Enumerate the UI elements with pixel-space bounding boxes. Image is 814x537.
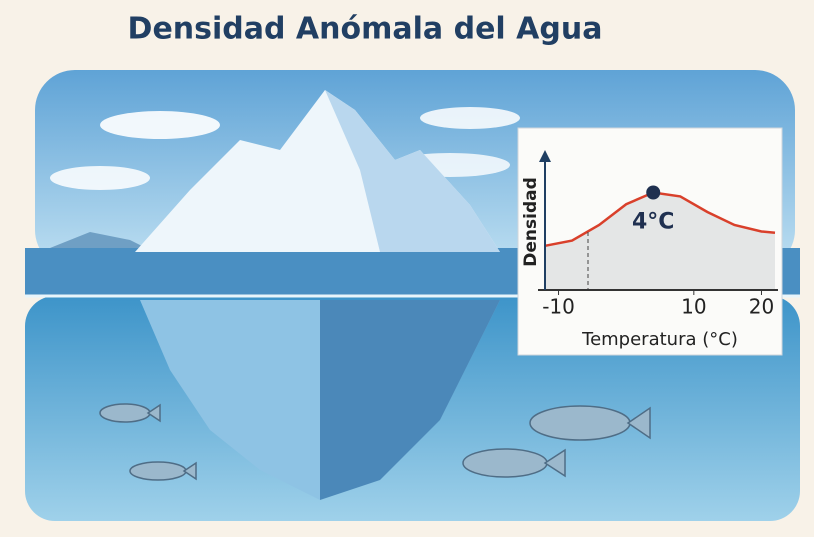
chart: -10 10 20 Temperatura (°C) Densidad 4°C bbox=[517, 127, 783, 356]
x-tick-label: 10 bbox=[681, 295, 706, 319]
x-tick-label: -10 bbox=[542, 295, 575, 319]
annotation-label: 4°C bbox=[632, 210, 674, 235]
x-tick-label: 20 bbox=[749, 295, 774, 319]
annotation-dot bbox=[646, 185, 661, 200]
y-axis-label: Densidad bbox=[521, 177, 541, 267]
x-axis-label: Temperatura (°C) bbox=[581, 329, 738, 350]
page-title: Densidad Anómala del Agua bbox=[128, 12, 603, 47]
y-axis-arrow bbox=[539, 150, 551, 162]
line bbox=[544, 191, 776, 248]
